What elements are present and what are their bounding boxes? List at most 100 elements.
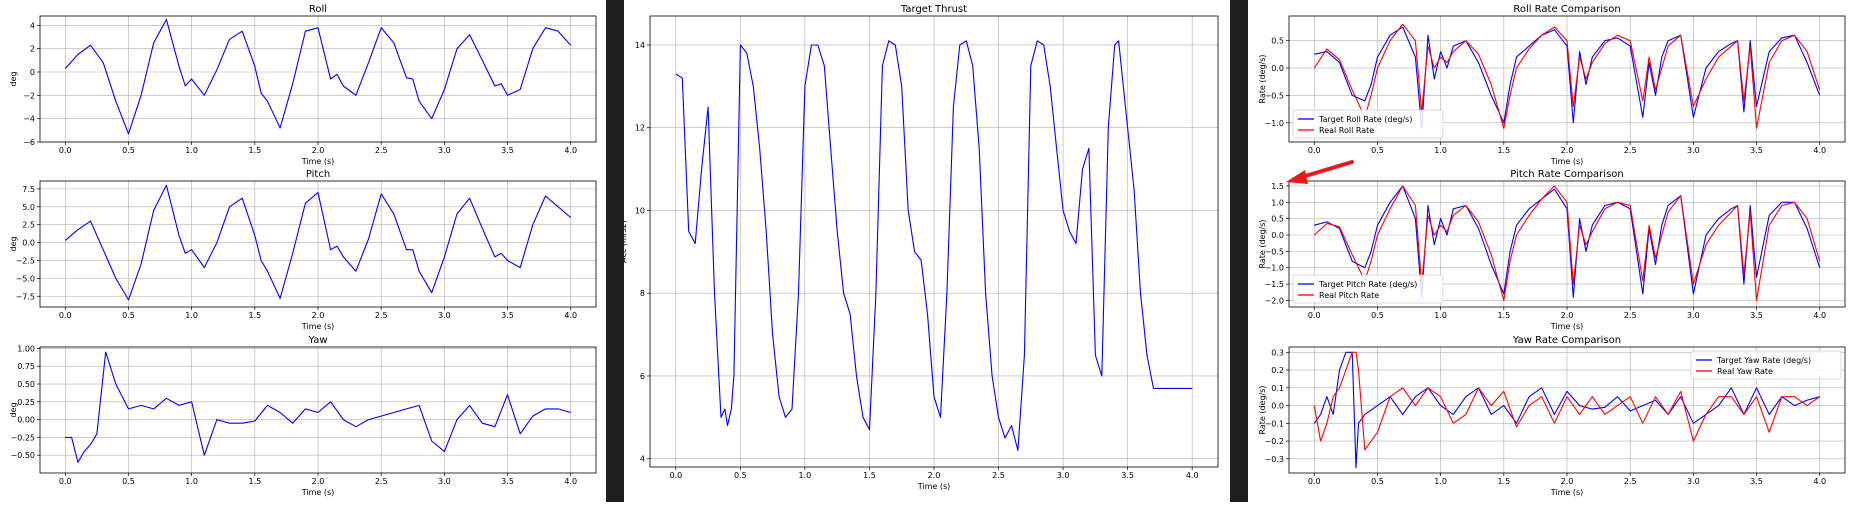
yaw-chart: Yaw 0.0 0.5 1.0 1.5 2.0 2.5 3.0 3.5 4.0 1.00 0.75 0.… bbox=[9, 335, 597, 497]
roll-rate-chart: Roll Rate Comparison 0.0 0.5 1.0 1.5 2.0 2.5 3.… bbox=[1258, 4, 1846, 166]
pitch-rate-ytick-label: 1.0 bbox=[1271, 198, 1284, 207]
roll-chart: Roll 0.0 0.5 1.0 1.5 2.0 2.5 3.0 3.5 4.0 4 2 0 −2 −4 −6… bbox=[9, 4, 597, 166]
roll-rate-frame bbox=[1288, 15, 1846, 143]
pitch-ylabel: deg bbox=[9, 236, 18, 251]
yaw-ytick-label: −0.25 bbox=[10, 433, 35, 442]
arrow-shaft bbox=[1300, 160, 1354, 179]
yaw-rate-xtick-label: 1.0 bbox=[1434, 477, 1447, 486]
pitch-chart: Pitch 0.0 0.5 1.0 1.5 2.0 2.5 3.0 3.5 4.0 7.5 5.0 2.… bbox=[9, 169, 597, 331]
roll-rate-xtick-label: 3.5 bbox=[1750, 146, 1763, 155]
yaw-ytick-label: 0.00 bbox=[17, 416, 35, 425]
yaw-rate-ytick-label: 0.0 bbox=[1271, 402, 1284, 411]
pitch-rate-legend-label: Real Pitch Rate bbox=[1319, 291, 1379, 300]
pitch-rate-title: Pitch Rate Comparison bbox=[1510, 169, 1624, 180]
yaw-frame bbox=[39, 346, 597, 474]
roll-xtick-label: 4.0 bbox=[564, 146, 577, 155]
roll-rate-xtick-label: 4.0 bbox=[1813, 146, 1826, 155]
pitch-ytick-label: 0.0 bbox=[22, 239, 35, 248]
pitch-xtick-label: 2.0 bbox=[312, 311, 325, 320]
pitch-rate-ytick-label: −2.0 bbox=[1265, 296, 1284, 305]
roll-rate-legend: Target Roll Rate (deg/s) Real Roll Rate bbox=[1292, 109, 1444, 139]
roll-ytick-label: −2 bbox=[23, 91, 35, 100]
roll-rate-xtick-label: 1.0 bbox=[1434, 146, 1447, 155]
roll-rate-ytick-label: −0.5 bbox=[1265, 91, 1284, 100]
yaw-rate-ylabel: Rate (deg/s) bbox=[1258, 385, 1267, 434]
pitch-rate-series-real-pitch-rate bbox=[1313, 185, 1821, 302]
yaw-title: Yaw bbox=[307, 335, 327, 346]
roll-ytick-label: −4 bbox=[23, 115, 35, 124]
roll-rate-xlabel: Time (s) bbox=[1550, 157, 1584, 166]
yaw-xtick-label: 1.0 bbox=[185, 477, 198, 486]
yaw-rate-xtick-label: 0.5 bbox=[1371, 477, 1384, 486]
roll-rate-ytick-label: 0.0 bbox=[1271, 64, 1284, 73]
pitch-xtick-label: 3.0 bbox=[438, 311, 451, 320]
thrust-chart: Target Thrust 0.0 0.5 1.0 1.5 2.0 2.5 3.0 3.5 4.0… bbox=[619, 4, 1219, 491]
thrust-xtick-label: 3.0 bbox=[1057, 471, 1070, 480]
yaw-rate-legend-box bbox=[1690, 350, 1842, 380]
pitch-rate-chart: Pitch Rate Comparison 0.0 0.5 1.0 1.5 2.0 2.5 3… bbox=[1258, 169, 1846, 331]
yaw-xtick-label: 0.5 bbox=[122, 477, 135, 486]
roll-rate-legend-label: Real Roll Rate bbox=[1319, 126, 1374, 135]
pitch-rate-ylabel: Rate (deg/s) bbox=[1258, 219, 1267, 268]
roll-ytick-label: 0 bbox=[30, 68, 35, 77]
pitch-ytick-label: −7.5 bbox=[16, 292, 35, 301]
yaw-rate-chart: Yaw Rate Comparison 0.0 0.5 1.0 1.5 2.0 2.5 3.0… bbox=[1258, 335, 1846, 497]
roll-xtick-label: 0.0 bbox=[59, 146, 72, 155]
panel-divider-2 bbox=[1230, 0, 1248, 502]
roll-title: Roll bbox=[309, 4, 327, 15]
yaw-xtick-label: 0.0 bbox=[59, 477, 72, 486]
yaw-xtick-label: 3.5 bbox=[501, 477, 514, 486]
left-panel: Roll 0.0 0.5 1.0 1.5 2.0 2.5 3.0 3.5 4.0 4 2 0 −2 −4 −6… bbox=[0, 0, 606, 502]
roll-xtick-label: 1.5 bbox=[248, 146, 261, 155]
roll-xtick-label: 2.0 bbox=[312, 146, 325, 155]
roll-xtick-label: 1.0 bbox=[185, 146, 198, 155]
thrust-xlabel: Time (s) bbox=[917, 482, 951, 491]
pitch-rate-ytick-label: −1.5 bbox=[1265, 280, 1284, 289]
thrust-ytick-label: 12 bbox=[635, 124, 645, 133]
pitch-xtick-label: 2.5 bbox=[375, 311, 388, 320]
yaw-rate-ytick-label: −0.3 bbox=[1265, 455, 1284, 464]
roll-series-line bbox=[64, 18, 572, 135]
thrust-ytick-label: 6 bbox=[640, 372, 645, 381]
thrust-frame bbox=[649, 15, 1219, 468]
yaw-rate-ytick-label: −0.1 bbox=[1265, 419, 1284, 428]
pitch-rate-series-target-pitch-rate-deg-s- bbox=[1314, 185, 1821, 298]
yaw-rate-ytick-label: 0.2 bbox=[1271, 366, 1284, 375]
pitch-rate-xlabel: Time (s) bbox=[1550, 322, 1584, 331]
yaw-ylabel: deg bbox=[9, 402, 18, 417]
yaw-rate-frame bbox=[1288, 346, 1846, 474]
roll-ytick-label: 2 bbox=[30, 45, 35, 54]
pitch-ytick-label: −2.5 bbox=[16, 256, 35, 265]
yaw-rate-ytick-label: −0.2 bbox=[1265, 437, 1284, 446]
roll-ylabel: deg bbox=[9, 71, 18, 86]
pitch-rate-ytick-label: −1.0 bbox=[1265, 264, 1284, 273]
roll-xtick-label: 3.5 bbox=[501, 146, 514, 155]
pitch-rate-legend-label: Target Pitch Rate (deg/s) bbox=[1318, 280, 1417, 289]
yaw-xlabel: Time (s) bbox=[301, 488, 335, 497]
pitch-ytick-label: −5.0 bbox=[16, 274, 35, 283]
thrust-ytick-label: 4 bbox=[640, 455, 645, 464]
left-charts-svg: Roll 0.0 0.5 1.0 1.5 2.0 2.5 3.0 3.5 4.0 4 2 0 −2 −4 −6… bbox=[9, 4, 597, 497]
pitch-xtick-label: 4.0 bbox=[564, 311, 577, 320]
yaw-rate-ytick-label: 0.1 bbox=[1271, 384, 1284, 393]
panel-divider-1 bbox=[606, 0, 624, 502]
roll-rate-xtick-label: 1.5 bbox=[1497, 146, 1510, 155]
roll-rate-legend-label: Target Roll Rate (deg/s) bbox=[1318, 115, 1412, 124]
thrust-xtick-label: 1.5 bbox=[863, 471, 876, 480]
pitch-frame bbox=[39, 180, 597, 308]
pitch-ytick-label: 5.0 bbox=[22, 203, 35, 212]
yaw-ytick-label: 0.75 bbox=[17, 362, 35, 371]
roll-rate-title: Roll Rate Comparison bbox=[1513, 4, 1620, 15]
thrust-xtick-label: 1.0 bbox=[799, 471, 812, 480]
arrow-head bbox=[1286, 170, 1308, 184]
pitch-rate-xtick-label: 3.0 bbox=[1687, 311, 1700, 320]
yaw-ytick-label: 0.25 bbox=[17, 398, 35, 407]
pitch-rate-xtick-label: 1.0 bbox=[1434, 311, 1447, 320]
thrust-xtick-label: 0.5 bbox=[734, 471, 747, 480]
pitch-rate-xtick-label: 4.0 bbox=[1813, 311, 1826, 320]
thrust-ytick-label: 10 bbox=[635, 206, 645, 215]
pitch-xtick-label: 1.0 bbox=[185, 311, 198, 320]
thrust-xtick-label: 4.0 bbox=[1186, 471, 1199, 480]
pitch-rate-legend-box bbox=[1292, 274, 1444, 304]
yaw-ytick-label: −0.50 bbox=[10, 451, 35, 460]
